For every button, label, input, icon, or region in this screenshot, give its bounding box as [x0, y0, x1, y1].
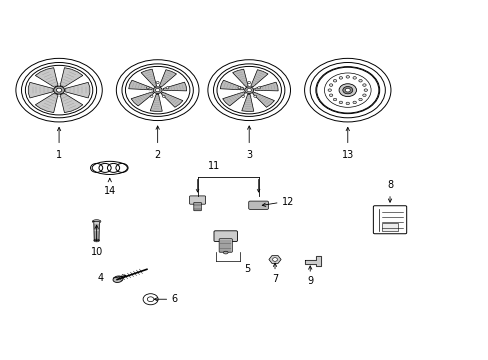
- Circle shape: [156, 81, 159, 84]
- Circle shape: [362, 84, 366, 86]
- Polygon shape: [161, 92, 183, 107]
- Polygon shape: [232, 69, 247, 87]
- Polygon shape: [94, 221, 99, 240]
- Circle shape: [329, 84, 332, 86]
- FancyBboxPatch shape: [219, 239, 232, 252]
- Circle shape: [56, 88, 61, 92]
- Circle shape: [327, 89, 331, 91]
- Circle shape: [244, 87, 253, 94]
- Polygon shape: [60, 68, 82, 87]
- Polygon shape: [252, 92, 274, 107]
- Polygon shape: [141, 69, 156, 87]
- Circle shape: [346, 102, 349, 105]
- Circle shape: [339, 77, 342, 79]
- Polygon shape: [131, 92, 153, 106]
- Text: 2: 2: [154, 150, 161, 159]
- Ellipse shape: [113, 276, 123, 283]
- Polygon shape: [250, 70, 267, 87]
- Circle shape: [358, 98, 362, 101]
- Circle shape: [247, 81, 250, 84]
- Polygon shape: [268, 256, 281, 264]
- Polygon shape: [35, 68, 58, 87]
- Circle shape: [165, 87, 168, 89]
- Circle shape: [253, 95, 256, 97]
- Circle shape: [217, 67, 281, 114]
- Polygon shape: [222, 92, 245, 106]
- Circle shape: [352, 101, 356, 104]
- Circle shape: [333, 98, 336, 101]
- Circle shape: [352, 77, 356, 79]
- Text: 14: 14: [103, 186, 116, 196]
- Text: 6: 6: [171, 294, 178, 304]
- Ellipse shape: [92, 220, 101, 223]
- Text: 10: 10: [90, 247, 102, 257]
- Text: 7: 7: [271, 274, 278, 284]
- Polygon shape: [64, 82, 90, 98]
- FancyBboxPatch shape: [248, 201, 268, 210]
- Circle shape: [25, 66, 93, 115]
- Circle shape: [241, 95, 244, 97]
- Polygon shape: [304, 256, 320, 266]
- Polygon shape: [128, 80, 152, 90]
- Polygon shape: [159, 70, 176, 87]
- Circle shape: [54, 86, 64, 94]
- Circle shape: [316, 67, 378, 113]
- FancyBboxPatch shape: [214, 231, 237, 242]
- Text: 9: 9: [306, 276, 313, 286]
- Circle shape: [329, 94, 332, 96]
- Circle shape: [345, 88, 349, 92]
- Circle shape: [333, 80, 336, 82]
- Ellipse shape: [92, 161, 127, 175]
- Circle shape: [246, 89, 251, 92]
- Circle shape: [150, 95, 153, 97]
- FancyBboxPatch shape: [373, 206, 406, 234]
- Text: 5: 5: [244, 264, 250, 274]
- Polygon shape: [35, 93, 58, 113]
- Polygon shape: [163, 82, 186, 91]
- FancyBboxPatch shape: [189, 196, 205, 204]
- Circle shape: [346, 76, 349, 78]
- Text: 1: 1: [56, 150, 62, 159]
- Text: 4: 4: [97, 274, 103, 283]
- Polygon shape: [60, 93, 82, 113]
- Polygon shape: [220, 80, 244, 90]
- Text: 8: 8: [386, 180, 392, 190]
- Circle shape: [342, 86, 352, 94]
- Circle shape: [143, 294, 158, 305]
- Circle shape: [155, 89, 160, 92]
- Polygon shape: [254, 82, 278, 91]
- Circle shape: [339, 101, 342, 104]
- Circle shape: [358, 80, 362, 82]
- FancyBboxPatch shape: [193, 202, 201, 211]
- Circle shape: [153, 87, 162, 94]
- Text: 12: 12: [282, 198, 294, 207]
- Ellipse shape: [223, 251, 227, 254]
- Ellipse shape: [94, 239, 99, 242]
- Text: 13: 13: [341, 150, 353, 159]
- Circle shape: [162, 95, 165, 97]
- Circle shape: [147, 297, 154, 302]
- Bar: [381, 223, 398, 231]
- Circle shape: [272, 258, 277, 261]
- Circle shape: [338, 84, 356, 96]
- Text: 3: 3: [245, 150, 252, 159]
- Polygon shape: [28, 82, 53, 98]
- Polygon shape: [241, 94, 253, 112]
- Text: 11: 11: [207, 161, 220, 171]
- Circle shape: [146, 87, 149, 89]
- Polygon shape: [150, 94, 162, 112]
- Circle shape: [125, 67, 189, 114]
- Circle shape: [238, 87, 241, 89]
- Circle shape: [362, 94, 366, 96]
- Circle shape: [257, 87, 260, 89]
- Circle shape: [364, 89, 367, 91]
